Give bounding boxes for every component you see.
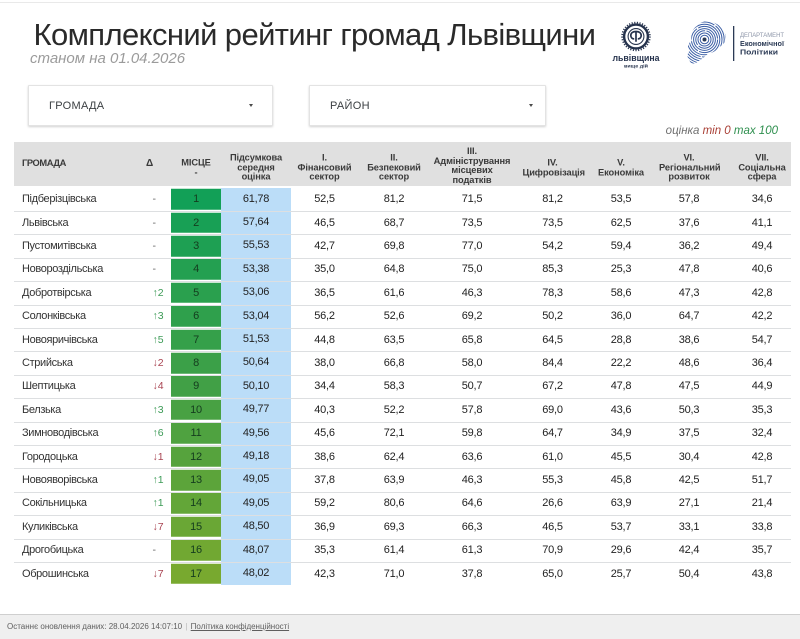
svg-text:Політики: Політики <box>740 48 778 57</box>
svg-text:ДЕПАРТАМЕНТ: ДЕПАРТАМЕНТ <box>740 32 784 39</box>
svg-text:вище дій: вище дій <box>624 64 648 69</box>
svg-text:львівщина: львівщина <box>613 53 660 63</box>
svg-text:Економічної: Економічної <box>740 39 785 48</box>
